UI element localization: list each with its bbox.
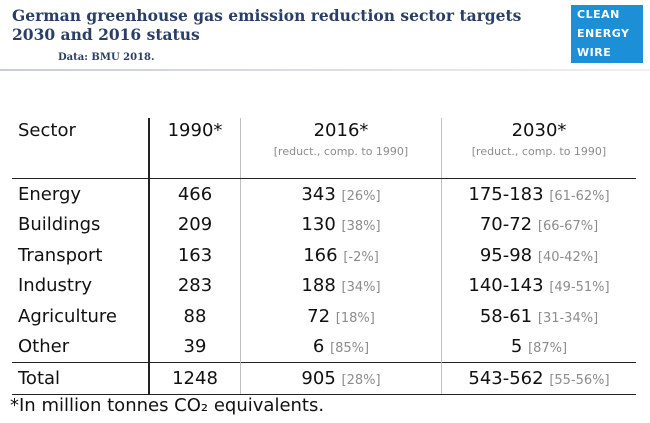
column-header-2016: 2016* [reduct., comp. to 1990]	[240, 118, 442, 179]
value-1990-cell: 163	[148, 240, 241, 271]
value-2016-cell: 343 [26%]	[240, 178, 442, 210]
sector-cell: Total	[12, 362, 149, 395]
value-2030: 175-183	[468, 183, 544, 205]
value-1990: 1248	[172, 368, 218, 389]
value-1990: 39	[183, 336, 207, 358]
value-2016-cell: 130 [38%]	[240, 209, 442, 240]
column-subheader: [reduct., comp. to 1990]	[471, 145, 607, 158]
sector-label: Buildings	[18, 214, 101, 236]
logo-line: WIRE	[577, 46, 612, 59]
value-2030-cell: 543-562 [55-56%]	[441, 362, 636, 395]
sector-label: Other	[18, 336, 70, 358]
reduction-2016: [28%]	[341, 373, 381, 388]
table-body: Energy 466 343 [26%] 175-183 [61-62%] Buildi…	[12, 178, 636, 395]
value-2030: 140-143	[468, 275, 544, 297]
logo-line: CLEAN	[577, 8, 620, 21]
table-header-row: Sector 1990* 2016* [reduct., comp. to 19…	[12, 118, 636, 179]
table-row: Other 39 6 [85%] 5 [87%]	[12, 331, 636, 363]
value-1990-cell: 88	[148, 301, 241, 332]
value-2016: 343	[301, 183, 336, 205]
value-2030: 70-72	[479, 214, 533, 236]
reduction-2016: [26%]	[341, 188, 381, 204]
value-2016: 130	[301, 214, 336, 236]
value-1990-cell: 466	[148, 178, 241, 210]
table-row: Buildings 209 130 [38%] 70-72 [66-67%]	[12, 209, 636, 241]
value-2030-cell: 140-143 [49-51%]	[441, 270, 636, 301]
value-2030: 58-61	[479, 305, 533, 327]
value-2016-cell: 188 [34%]	[240, 270, 442, 301]
value-2016: 72	[307, 305, 331, 327]
value-2030: 543-562	[468, 368, 544, 389]
reduction-2016: [34%]	[341, 280, 381, 296]
table-row: Agriculture 88 72 [18%] 58-61 [31-34%]	[12, 301, 636, 332]
reduction-2030: [31-34%]	[537, 310, 599, 326]
sector-cell: Other	[12, 332, 149, 363]
value-2030: 5	[510, 336, 523, 358]
header-divider	[0, 69, 650, 71]
sector-cell: Transport	[12, 240, 149, 271]
value-2030-cell: 175-183 [61-62%]	[441, 178, 636, 210]
sector-label: Industry	[18, 275, 93, 297]
sector-cell: Energy	[12, 179, 149, 210]
sector-cell: Industry	[12, 271, 149, 302]
value-2030-cell: 95-98 [40-42%]	[441, 240, 636, 271]
clean-energy-wire-logo: CLEAN ENERGY WIRE	[571, 5, 643, 63]
table-row: Energy 466 343 [26%] 175-183 [61-62%]	[12, 178, 636, 210]
reduction-2016: [38%]	[341, 219, 381, 235]
value-2016-cell: 166 [-2%]	[240, 240, 442, 271]
value-1990-cell: 1248	[148, 362, 241, 395]
sector-label: Transport	[18, 244, 103, 266]
sector-label: Agriculture	[18, 305, 117, 327]
value-1990: 88	[183, 305, 207, 327]
value-2016: 166	[303, 244, 338, 266]
value-1990: 209	[177, 214, 213, 236]
reduction-2030: [49-51%]	[549, 280, 610, 296]
table-row: Transport 163 166 [-2%] 95-98 [40-42%]	[12, 240, 636, 271]
value-1990: 283	[177, 275, 213, 297]
value-1990-cell: 283	[148, 270, 241, 301]
table-total-row: Total 1248 905 [28%] 543-562 [55-56%]	[12, 362, 636, 395]
emissions-table: Sector 1990* 2016* [reduct., comp. to 19…	[12, 118, 636, 395]
column-subheader: [reduct., comp. to 1990]	[273, 145, 409, 158]
value-2016-cell: 72 [18%]	[240, 301, 442, 332]
reduction-2016: [85%]	[330, 341, 370, 357]
sector-cell: Agriculture	[12, 301, 149, 332]
data-source: Data: BMU 2018.	[58, 52, 155, 63]
value-2016: 188	[301, 275, 336, 297]
page-title: German greenhouse gas emission reduction…	[12, 6, 522, 44]
value-2016-cell: 6 [85%]	[240, 331, 442, 363]
value-2030: 95-98	[479, 244, 533, 266]
value-1990-cell: 39	[148, 331, 241, 363]
value-2016: 905	[301, 368, 336, 389]
logo-line: ENERGY	[577, 27, 630, 40]
value-2030-cell: 58-61 [31-34%]	[441, 301, 636, 332]
reduction-2030: [40-42%]	[537, 249, 599, 265]
table-row: Industry 283 188 [34%] 140-143 [49-51%]	[12, 270, 636, 302]
reduction-2030: [87%]	[528, 341, 568, 357]
value-1990: 163	[177, 244, 213, 266]
reduction-2016: [-2%]	[343, 249, 379, 265]
column-header-sector: Sector	[12, 118, 149, 179]
value-1990: 466	[177, 183, 213, 205]
value-2016: 6	[312, 336, 325, 358]
column-header-2030: 2030* [reduct., comp. to 1990]	[441, 118, 636, 179]
reduction-2016: [18%]	[335, 310, 375, 326]
value-2030-cell: 5 [87%]	[441, 331, 636, 363]
sector-label: Total	[18, 368, 61, 389]
value-2016-cell: 905 [28%]	[240, 362, 442, 395]
footnote: *In million tonnes CO₂ equivalents.	[10, 395, 325, 416]
reduction-2030: [66-67%]	[537, 219, 599, 235]
column-header-1990: 1990*	[148, 118, 241, 179]
sector-cell: Buildings	[12, 210, 149, 241]
header: German greenhouse gas emission reduction…	[0, 0, 650, 71]
sector-label: Energy	[18, 183, 82, 205]
reduction-2030: [55-56%]	[549, 373, 610, 388]
value-2030-cell: 70-72 [66-67%]	[441, 209, 636, 240]
value-1990-cell: 209	[148, 209, 241, 240]
reduction-2030: [61-62%]	[549, 188, 610, 204]
